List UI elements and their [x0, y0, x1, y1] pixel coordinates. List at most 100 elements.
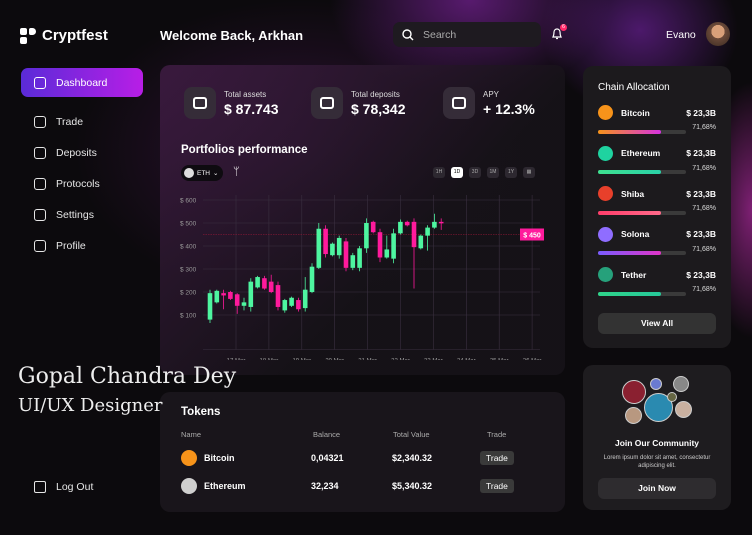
col-balance: Balance [313, 430, 341, 439]
candle-body [377, 232, 383, 258]
candle-body [234, 294, 240, 306]
y-tick-label: $ 100 [180, 313, 197, 320]
chain-item-shiba: Shiba $ 23,3B 71,68% [598, 186, 716, 219]
timeframe-1H[interactable]: 1H [433, 167, 445, 178]
join-now-button[interactable]: Join Now [598, 478, 716, 499]
candle-body [255, 277, 260, 288]
search-input[interactable]: Search [393, 22, 541, 47]
y-tick-label: $ 400 [180, 244, 197, 251]
coin-icon [181, 450, 197, 466]
candle-body [357, 248, 362, 268]
timeframe-3D[interactable]: 3D [469, 167, 481, 178]
x-tick-label: 20 Mar [325, 359, 344, 361]
candlestick-chart: $ 100 $ 200 $ 300 $ 400 $ 500 $ 600 17 Mar 18 M… [180, 195, 544, 361]
timeframe-1Y[interactable]: 1Y [505, 167, 517, 178]
candle-body [384, 249, 390, 258]
allocation-bar [598, 129, 686, 134]
community-avatar [622, 380, 646, 404]
sidebar-item-trade[interactable]: Trade [21, 107, 143, 136]
sidebar-item-dashboard[interactable]: Dashboard [21, 68, 143, 97]
allocation-bar [598, 251, 686, 256]
avatar[interactable] [706, 22, 730, 46]
coin-icon [598, 226, 613, 242]
sidebar-item-profile[interactable]: Profile [21, 231, 143, 260]
candle-body [275, 285, 281, 307]
candle-body [350, 255, 356, 268]
chain-item-tether: Tether $ 23,3B 71,68% [598, 267, 716, 300]
eth-icon [184, 168, 194, 178]
coin-icon [598, 186, 613, 201]
candle-body [268, 281, 274, 292]
notification-badge: 6 [560, 24, 567, 31]
current-price-badge [520, 228, 544, 241]
sidebar-item-settings[interactable]: Settings [21, 200, 143, 229]
community-avatar [644, 393, 673, 422]
candle-body [241, 302, 247, 306]
candle-body [282, 300, 288, 311]
app-logo: Cryptfest [20, 27, 108, 44]
coin-icon [598, 267, 613, 282]
coin-icon [598, 105, 613, 120]
x-tick-label: 22 Mar [391, 359, 410, 361]
timeframe-1M[interactable]: 1M [487, 167, 499, 178]
community-avatar [673, 376, 689, 392]
candle-body [425, 227, 430, 236]
view-all-button[interactable]: View All [598, 313, 716, 334]
logout-button[interactable]: Log Out [21, 472, 143, 501]
trade-button[interactable]: Trade [480, 479, 514, 493]
chart-icon [34, 115, 46, 128]
candle-body [316, 228, 322, 268]
allocation-bar [598, 170, 686, 175]
community-avatar [667, 392, 677, 402]
candle-body [343, 241, 349, 268]
candle-body [330, 243, 335, 256]
dashboard-icon [34, 76, 46, 89]
col-value: Total Value [393, 430, 430, 439]
user-name: Evano [666, 29, 696, 41]
candle-body [323, 228, 328, 255]
candle-body [221, 293, 226, 296]
candle-body [248, 281, 254, 307]
candle-body [309, 266, 315, 292]
stat-2: APY + 12.3% [443, 87, 535, 119]
allocation-bar [598, 291, 686, 296]
candle-body [262, 278, 267, 289]
community-text: Lorem ipsum dolor sit amet, consectetur … [603, 455, 711, 469]
welcome-title: Welcome Back, Arkhan [160, 28, 304, 43]
allocation-bar [598, 210, 686, 215]
x-tick-label: 23 Mar [424, 359, 443, 361]
coin-icon [181, 478, 197, 494]
calendar-button[interactable]: ▦ [523, 167, 535, 178]
candle-body [398, 221, 403, 234]
candle-body [214, 290, 220, 303]
community-avatar [650, 378, 662, 390]
sidebar-item-protocols[interactable]: Protocols [21, 169, 143, 198]
asset-select[interactable]: ETH ⌄ [181, 165, 223, 181]
bell-icon [552, 28, 562, 40]
stat-0: Total assets $ 87.743 [184, 87, 279, 119]
trade-button[interactable]: Trade [480, 451, 514, 465]
y-tick-label: $ 200 [180, 290, 197, 297]
candlestick-toggle-icon[interactable]: ᛘ [233, 166, 240, 178]
coin-icon [598, 145, 613, 161]
sidebar-item-deposits[interactable]: Deposits [21, 138, 143, 167]
candle-body [391, 233, 396, 259]
x-tick-label: 26 Mar [523, 359, 542, 361]
notification-button[interactable]: 6 [551, 24, 567, 41]
deposit-icon [311, 87, 343, 119]
portfolio-title: Portfolios performance [181, 144, 308, 156]
y-tick-label: $ 300 [180, 267, 197, 274]
community-avatar [675, 401, 692, 418]
settings-icon [34, 208, 46, 221]
y-tick-label: $ 500 [180, 221, 197, 228]
table-row: Bitcoin 0,04321 $2,340.32 Trade [181, 448, 551, 468]
timeframe-1D[interactable]: 1D [451, 167, 463, 178]
candle-body [228, 292, 233, 299]
logout-icon [34, 480, 46, 493]
chain-item-ethereum: Ethereum $ 23,3B 71,68% [598, 145, 716, 179]
chain-item-bitcoin: Bitcoin $ 23,3B 71,68% [598, 105, 716, 138]
col-trade: Trade [487, 430, 507, 439]
table-row: Ethereum 32,234 $5,340.32 Trade [181, 476, 551, 496]
candle-body [432, 221, 437, 228]
y-tick-label: $ 600 [180, 198, 197, 205]
